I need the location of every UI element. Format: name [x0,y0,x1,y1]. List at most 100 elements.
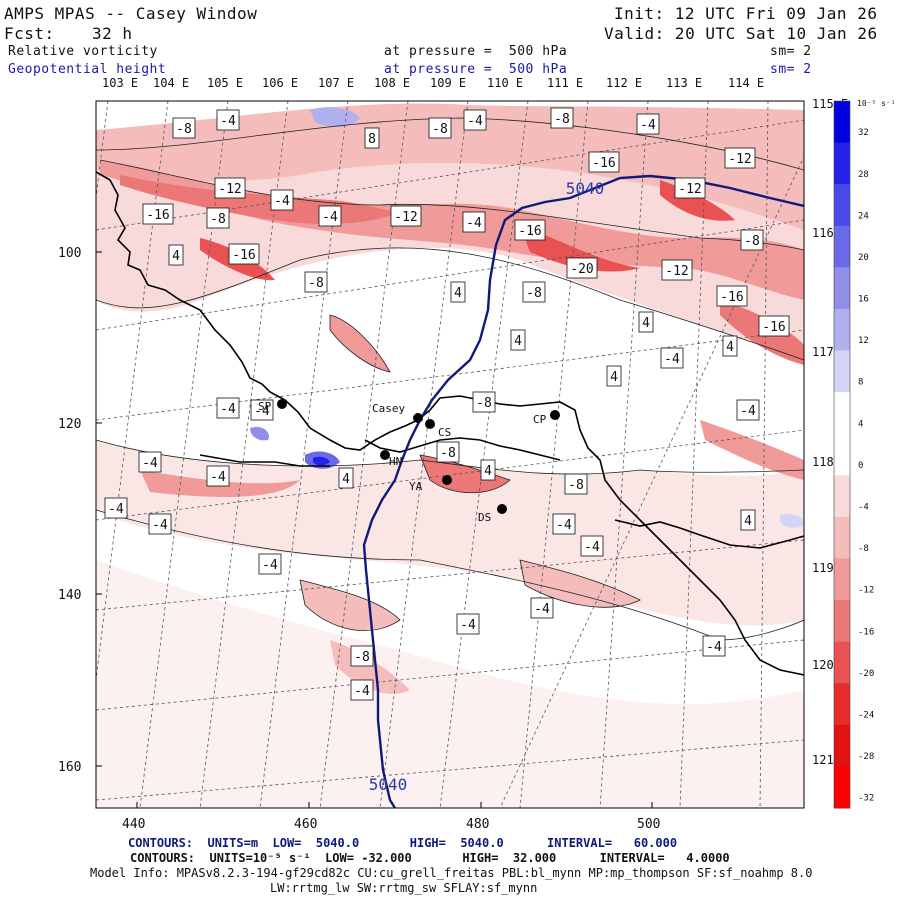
colorbar-swatch [834,683,850,726]
contour-label: -4 [736,399,760,421]
svg-text:-8: -8 [476,396,492,411]
contour-label: -8 [564,473,588,495]
contour-label: -12 [661,259,693,281]
svg-text:-8: -8 [432,122,448,137]
contour-label: 4 [606,365,622,387]
geopotential-5040-line [362,174,804,808]
svg-text:-16: -16 [232,248,255,263]
contour-label: 4 [722,335,738,357]
contour-label: -4 [104,497,128,519]
colorbar-tick-label: -24 [858,710,874,720]
svg-text:-16: -16 [146,208,169,223]
contour-label: -4 [206,465,230,487]
contour-label: 4 [450,281,466,303]
field2-name: Geopotential height [8,62,167,77]
svg-text:-4: -4 [210,470,226,485]
svg-text:CS: CS [438,426,451,439]
contour-label: 4 [168,244,184,266]
svg-text:-4: -4 [220,402,236,417]
svg-text:-8: -8 [176,122,192,137]
colorbar-swatch [834,101,850,144]
svg-text:HN: HN [389,455,402,468]
x-axis-tick-label: 460 [294,817,317,832]
contour-label: -16 [228,243,260,265]
svg-text:-20: -20 [570,262,593,277]
colorbar-swatch [834,433,850,476]
svg-text:-4: -4 [467,114,483,129]
contour-label: -8 [522,281,546,303]
svg-text:-8: -8 [554,112,570,127]
colorbar-swatch [834,558,850,601]
svg-text:-12: -12 [728,152,751,167]
y-axis-tick-label: 140 [58,588,81,603]
contour-label: 4 [740,509,756,531]
field1-level: at pressure = 500 hPa [384,44,568,59]
contour-label: -4 [660,347,684,369]
longitude-label: 105 E [207,76,244,90]
height-contour-info: CONTOURS: UNITS=m LOW= 5040.0 HIGH= 5040… [128,836,678,850]
contour-label: -4 [463,109,487,131]
contour-label: -8 [350,645,374,667]
svg-text:-4: -4 [254,404,270,419]
station-cp: CP [533,410,560,426]
isoline-label: 5040 [369,775,408,794]
forecast-label: Fcst: [4,24,55,43]
contour-label: -8 [472,391,496,413]
model-info: Model Info: MPASv8.2.3-194-gf29cd82c CU:… [90,866,813,880]
colorbar-swatch [834,392,850,435]
colorbar-tick-label: 28 [858,170,869,180]
contour-label: -8 [436,441,460,463]
x-axis-tick-label: 440 [122,817,145,832]
longitude-label: 103 E [102,76,139,90]
svg-text:4: 4 [454,286,462,301]
colorbar-swatch [834,142,850,185]
colorbar-tick-label: 20 [858,253,869,263]
model-info-physics: LW:rrtmg_lw SW:rrtmg_sw SFLAY:sf_mynn [270,881,538,895]
svg-text:-12: -12 [665,264,688,279]
svg-text:-4: -4 [466,216,482,231]
svg-text:YA: YA [409,480,423,493]
colorbar-swatch [834,350,850,393]
colorbar-tick-label: -12 [858,586,874,596]
station-ya: YA [409,475,452,493]
contour-label: -4 [552,513,576,535]
contour-label: 4 [510,329,526,351]
contour-label: -12 [724,147,756,169]
svg-text:-4: -4 [460,618,476,633]
init-time: Init: 12 UTC Fri 09 Jan 26 [614,4,878,23]
longitude-label: 111 E [547,76,584,90]
colorbar-tick-label: -16 [858,627,874,637]
svg-text:-12: -12 [394,210,417,225]
svg-text:-4: -4 [664,352,680,367]
colorbar-swatch [834,600,850,643]
colorbar-tick-label: -32 [858,794,874,804]
station-sp: SP [258,399,287,413]
contour-label: -4 [702,635,726,657]
colorbar-swatch [834,475,850,518]
svg-text:4: 4 [726,340,734,355]
contour-label: -4 [462,211,486,233]
contour-label: -16 [142,203,174,225]
svg-text:4: 4 [744,514,752,529]
contour-label: -16 [514,219,546,241]
svg-text:-8: -8 [210,212,226,227]
svg-text:-8: -8 [744,234,760,249]
colorbar-tick-label: 24 [858,211,869,221]
svg-text:-4: -4 [640,118,656,133]
svg-text:DS: DS [478,511,491,524]
svg-text:4: 4 [642,316,650,331]
svg-text:-4: -4 [108,502,124,517]
shaded-vorticity-field [96,103,804,808]
svg-text:4: 4 [514,334,522,349]
svg-text:-4: -4 [706,640,722,655]
svg-text:SP: SP [258,400,272,413]
y-axis-tick-label: 120 [58,417,81,432]
contour-label: -4 [350,679,374,701]
contour-label: -16 [588,151,620,173]
contour-label: -8 [550,107,574,129]
station-cs: CS [425,419,451,439]
contour-label: -4 [318,205,342,227]
station-markers: SP Casey CS HN YA CP DS [258,399,560,524]
svg-text:Casey: Casey [372,402,405,415]
